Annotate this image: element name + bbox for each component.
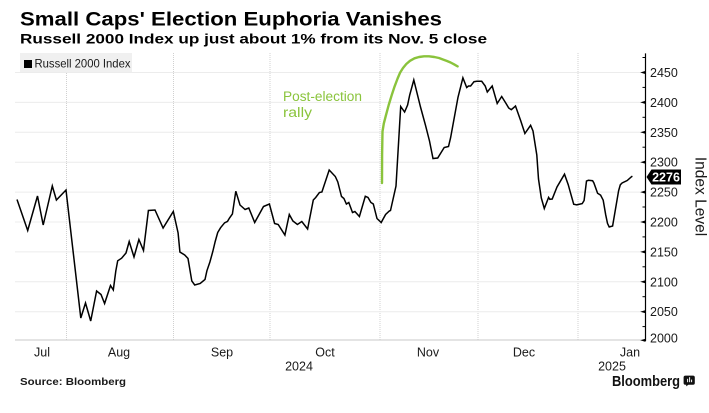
svg-text:2276: 2276 [652,171,680,185]
svg-text:2200: 2200 [650,216,678,230]
svg-text:Russell 2000 Index: Russell 2000 Index [35,57,131,71]
svg-text:Russell 2000 Index up just abo: Russell 2000 Index up just about 1% from… [20,31,487,47]
svg-text:Oct: Oct [315,346,335,360]
svg-text:Source: Bloomberg: Source: Bloomberg [20,376,126,388]
svg-text:2250: 2250 [650,186,678,200]
svg-text:Post-election: Post-election [283,89,362,104]
svg-text:2100: 2100 [650,275,678,289]
svg-text:Jul: Jul [34,346,50,360]
svg-text:2000: 2000 [650,331,678,345]
svg-text:2400: 2400 [650,96,678,110]
svg-text:Nov: Nov [417,346,440,360]
svg-text:2024: 2024 [285,360,313,374]
svg-text:Small Caps' Election Euphoria: Small Caps' Election Euphoria Vanishes [20,9,442,31]
svg-text:2025: 2025 [598,360,626,374]
svg-text:2350: 2350 [650,126,678,140]
svg-text:Dec: Dec [513,346,535,360]
svg-text:2300: 2300 [650,156,678,170]
svg-text:Bloomberg: Bloomberg [612,373,680,390]
svg-text:2150: 2150 [650,245,678,259]
svg-text:Aug: Aug [108,346,130,360]
svg-text:Jan: Jan [620,346,640,360]
svg-text:Index Level: Index Level [692,157,709,236]
svg-text:2450: 2450 [650,66,678,80]
svg-text:rally: rally [283,105,312,120]
svg-text:Sep: Sep [211,346,233,360]
svg-text:2050: 2050 [650,305,678,319]
